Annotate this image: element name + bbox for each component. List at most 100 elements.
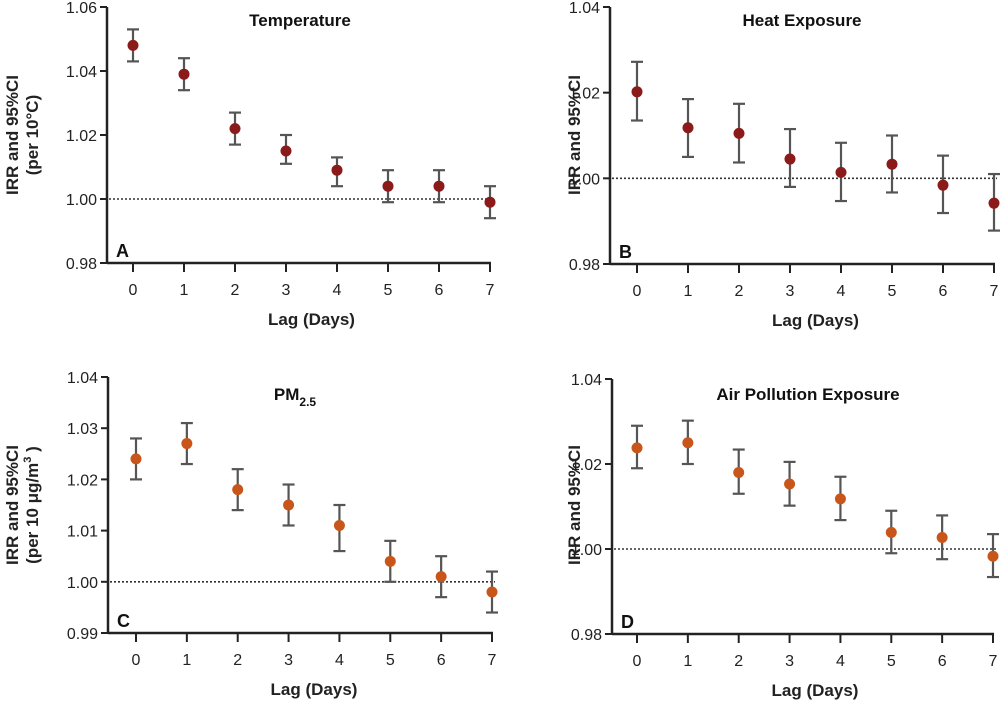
y-axis-title-superscript: 3 — [22, 457, 34, 463]
y-axis-title: IRR and 95%CI(per 10°C) — [3, 75, 42, 195]
y-tick-label: 1.04 — [67, 370, 98, 387]
y-tick-label: 1.06 — [66, 0, 97, 17]
y-tick-label: 0.98 — [571, 627, 602, 644]
x-tick-label: 0 — [633, 653, 642, 670]
panel-letter: C — [117, 611, 130, 631]
panel-title: PM2.5 — [274, 385, 317, 409]
y-tick-label: 0.99 — [67, 626, 98, 643]
x-tick-label: 6 — [939, 283, 948, 300]
y-tick-label: 1.01 — [67, 524, 98, 541]
data-point — [885, 526, 897, 538]
y-tick-label: 1.00 — [66, 192, 97, 209]
x-tick-label: 4 — [333, 282, 342, 299]
x-tick-label: 7 — [989, 653, 998, 670]
panel-title-main: PM — [274, 385, 300, 404]
y-axis-title-line: (per 10°C) — [23, 95, 42, 175]
data-point — [784, 478, 796, 490]
y-tick-label: 1.02 — [569, 86, 600, 103]
data-point — [784, 153, 796, 165]
y-tick-label: 1.02 — [66, 128, 97, 145]
x-tick-label: 5 — [384, 282, 393, 299]
x-tick-label: 3 — [785, 653, 794, 670]
y-tick-label: 1.00 — [67, 575, 98, 592]
panel-title: Air Pollution Exposure — [716, 385, 899, 404]
x-tick-label: 4 — [335, 652, 344, 669]
y-axis-title-line: IRR and 95%CI — [565, 75, 584, 195]
y-tick-label: 1.04 — [569, 0, 600, 17]
data-point — [435, 571, 447, 583]
data-point — [384, 555, 396, 567]
x-tick-label: 0 — [129, 282, 138, 299]
data-point — [733, 467, 745, 478]
y-tick-label: 1.03 — [67, 421, 98, 438]
data-point — [232, 484, 244, 496]
data-point — [936, 532, 948, 544]
x-tick-label: 2 — [734, 653, 743, 670]
data-point — [988, 197, 1000, 209]
data-point — [382, 180, 394, 192]
x-tick-label: 4 — [837, 283, 846, 300]
panel-letter: A — [116, 241, 129, 261]
chart-panel-c: 0.99 1.00 1.01 1.02 1.03 1.04 0 1 2 3 4 5 6 7 Lag (Day… — [3, 370, 498, 699]
data-point — [631, 86, 643, 98]
data-point — [331, 164, 343, 176]
x-tick-label: 1 — [182, 652, 191, 669]
data-point — [886, 158, 898, 170]
chart-panel-b: 0.98 1.00 1.02 1.04 0 1 2 3 4 5 6 7 Lag (Days) IRR an… — [565, 0, 1000, 330]
x-axis-title: Lag (Days) — [772, 311, 859, 330]
y-axis-title-line: (per 10 μg/m — [23, 463, 42, 564]
panel-title-main: Heat Exposure — [742, 11, 861, 30]
x-tick-label: 0 — [633, 283, 642, 300]
x-tick-label: 1 — [683, 653, 692, 670]
chart-panel-d: 0.98 1.00 1.02 1.04 0 1 2 3 4 5 6 7 Lag (Days) IRR an… — [565, 372, 999, 700]
x-tick-label: 2 — [735, 283, 744, 300]
x-tick-label: 7 — [990, 283, 999, 300]
y-axis-title-line: IRR and 95%CI — [3, 75, 22, 195]
y-axis-title-line: IRR and 95%CI — [3, 445, 22, 565]
x-tick-label: 1 — [684, 283, 693, 300]
data-point — [229, 123, 241, 135]
y-tick-label: 1.02 — [67, 472, 98, 489]
y-axis-title: IRR and 95%CI(per 10 μg/m3 ) — [3, 445, 42, 565]
y-tick-label: 1.00 — [569, 171, 600, 188]
data-point — [682, 122, 694, 134]
data-point — [835, 166, 847, 178]
x-tick-label: 5 — [887, 653, 896, 670]
x-tick-label: 7 — [486, 282, 495, 299]
x-tick-label: 1 — [180, 282, 189, 299]
x-tick-label: 2 — [231, 282, 240, 299]
x-axis-title: Lag (Days) — [268, 310, 355, 329]
data-point — [682, 437, 694, 449]
panel-letter: D — [621, 612, 634, 632]
y-tick-label: 1.00 — [571, 542, 602, 559]
x-tick-label: 0 — [132, 652, 141, 669]
data-point — [280, 145, 292, 157]
panel-title: Temperature — [249, 11, 351, 30]
x-tick-label: 2 — [233, 652, 242, 669]
data-point — [733, 127, 745, 139]
data-point — [181, 438, 193, 450]
y-tick-label: 1.04 — [571, 372, 602, 389]
data-point — [484, 196, 496, 208]
data-point — [631, 442, 643, 454]
y-axis-title-line: IRR and 95%CI — [565, 445, 584, 565]
x-tick-label: 3 — [284, 652, 293, 669]
panel-title-subscript: 2.5 — [299, 395, 316, 409]
x-tick-label: 3 — [282, 282, 291, 299]
y-tick-label: 1.04 — [66, 64, 97, 81]
x-tick-label: 4 — [836, 653, 845, 670]
y-tick-label: 0.98 — [569, 257, 600, 274]
data-point — [433, 180, 445, 192]
data-point — [127, 39, 139, 51]
y-tick-label: 1.02 — [571, 457, 602, 474]
x-tick-label: 5 — [888, 283, 897, 300]
data-point — [937, 179, 949, 191]
data-point — [987, 550, 999, 562]
x-tick-label: 3 — [786, 283, 795, 300]
data-point — [283, 499, 295, 511]
y-axis-title: IRR and 95%CI — [565, 445, 584, 565]
data-point — [486, 586, 498, 598]
data-point — [333, 519, 345, 531]
chart-panel-a: 0.98 1.00 1.02 1.04 1.06 0 1 2 3 4 5 6 7 Lag (Days) IR… — [3, 0, 496, 329]
